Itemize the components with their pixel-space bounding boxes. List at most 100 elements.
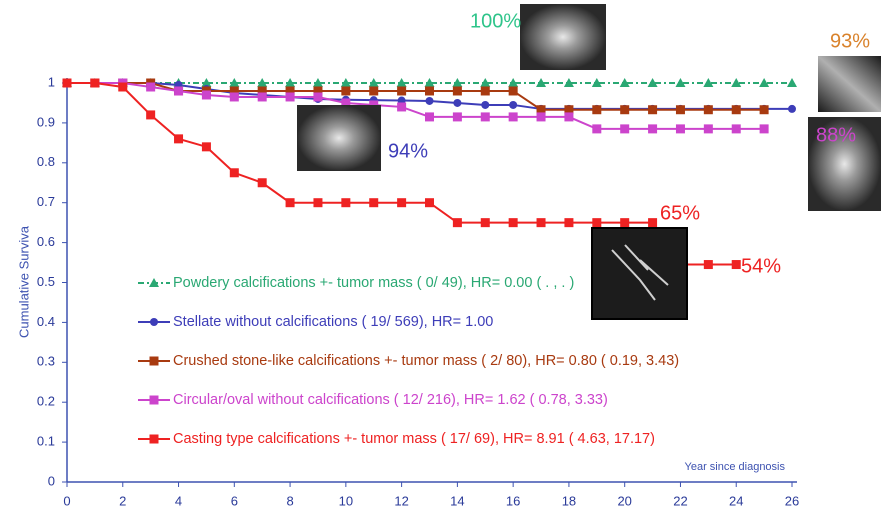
data-point [90, 78, 100, 88]
data-point [257, 92, 267, 102]
data-point [508, 78, 519, 87]
data-point [453, 98, 462, 107]
data-point [536, 218, 546, 228]
y-tick-label: 0.2 [37, 394, 55, 409]
data-point [397, 86, 407, 96]
image-casting [591, 227, 688, 320]
data-point [563, 78, 574, 87]
x-tick-label: 6 [231, 493, 238, 508]
data-point [481, 100, 490, 109]
data-point [229, 78, 240, 87]
data-point [788, 104, 796, 113]
data-point [480, 78, 491, 87]
legend-label: Circular/oval without calcifications ( 1… [173, 392, 608, 408]
legend-marker [150, 318, 158, 326]
data-point [118, 82, 128, 92]
y-tick-label: 1 [48, 74, 55, 89]
x-tick-label: 2 [119, 493, 126, 508]
image-powdery [520, 4, 606, 70]
data-point [536, 112, 546, 122]
data-point [425, 198, 434, 208]
data-point [368, 78, 379, 87]
annotation: 93% [830, 30, 870, 52]
data-point [452, 86, 462, 96]
legend-marker [149, 356, 159, 366]
data-point [285, 92, 295, 102]
data-point [536, 78, 547, 87]
data-point [285, 78, 296, 87]
y-tick-label: 0.9 [37, 114, 55, 129]
x-tick-label: 12 [394, 493, 408, 508]
x-axis-label: Year since diagnosis [685, 461, 786, 473]
series-line [67, 82, 765, 130]
data-point [508, 218, 518, 228]
data-point [759, 105, 769, 115]
data-point [257, 178, 267, 188]
data-point [369, 198, 379, 208]
data-point [146, 110, 156, 120]
series-line [67, 82, 765, 111]
data-point [509, 100, 518, 109]
y-tick-label: 0.3 [37, 354, 55, 369]
data-point [703, 105, 713, 115]
data-point [341, 86, 351, 96]
data-point [759, 78, 770, 87]
x-tick-label: 10 [339, 493, 353, 508]
x-tick-label: 20 [617, 493, 631, 508]
data-point [369, 100, 379, 110]
data-point [396, 78, 407, 87]
image-stellate [297, 105, 381, 171]
x-tick-label: 0 [63, 493, 70, 508]
data-point [703, 124, 713, 134]
data-point [174, 134, 184, 144]
plot-area: 00.10.20.30.40.50.60.70.80.910 2 4 6 8 10 12 14… [37, 74, 799, 508]
data-point [257, 78, 268, 87]
data-point [201, 90, 211, 100]
legend-marker [149, 395, 159, 405]
data-point [620, 218, 630, 228]
data-point [341, 198, 351, 208]
data-point [313, 92, 323, 102]
data-point [759, 124, 769, 134]
data-point [648, 124, 658, 134]
data-point [536, 105, 546, 115]
data-point [452, 218, 462, 228]
data-point [313, 86, 323, 96]
data-point [647, 78, 658, 87]
y-tick-label: 0.7 [37, 194, 55, 209]
legend-label: Powdery calcifications +- tumor mass ( 0… [173, 275, 574, 291]
data-point [425, 112, 434, 122]
data-point [731, 124, 741, 134]
data-point [731, 260, 741, 270]
data-point [452, 78, 463, 87]
annotation: 88% [816, 124, 856, 146]
image-crushed [818, 56, 881, 112]
x-tick-label: 16 [506, 493, 520, 508]
data-point [285, 198, 295, 208]
data-point [648, 105, 658, 115]
annotation: 65% [660, 202, 700, 224]
data-point [787, 78, 797, 87]
data-point [174, 86, 184, 96]
y-tick-label: 0 [48, 473, 55, 488]
legend-label: Stellate without calcifications ( 19/ 56… [173, 314, 493, 330]
data-point [341, 98, 351, 108]
x-tick-label: 24 [729, 493, 743, 508]
data-point [675, 124, 685, 134]
annotation: 100% [470, 10, 521, 32]
data-point [480, 112, 490, 122]
x-tick-label: 4 [175, 493, 182, 508]
x-tick-label: 26 [785, 493, 799, 508]
data-point [731, 105, 741, 115]
legend-label: Casting type calcifications +- tumor mas… [173, 431, 655, 447]
data-point [397, 198, 407, 208]
y-tick-label: 0.5 [37, 274, 55, 289]
y-axis-label: Cumulative Surviva [16, 225, 31, 338]
data-point [564, 218, 574, 228]
data-point [675, 78, 686, 87]
data-point [564, 112, 574, 122]
legend-label: Crushed stone-like calcifications +- tum… [173, 353, 679, 369]
data-point [731, 78, 742, 87]
